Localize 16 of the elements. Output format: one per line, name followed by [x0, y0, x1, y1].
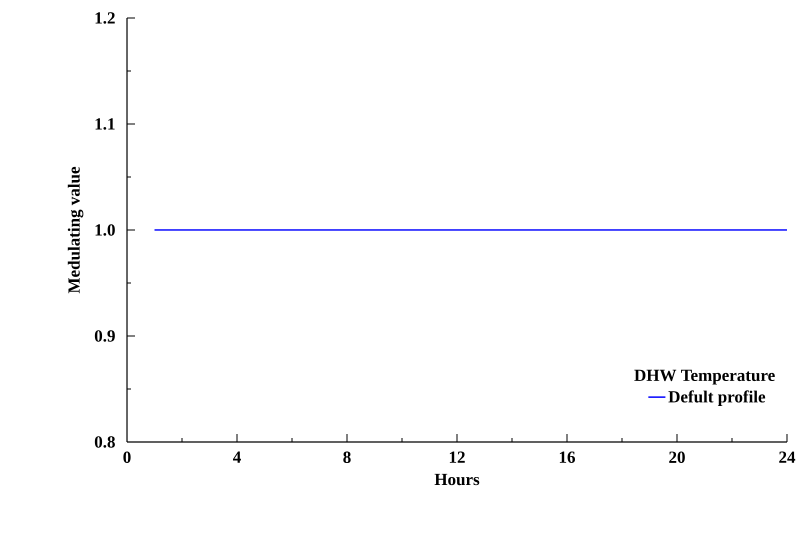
x-tick-label: 0: [123, 452, 131, 463]
y-tick-label: 0.8: [94, 436, 115, 448]
legend-label: Defult profile: [668, 390, 766, 406]
y-tick-label: 1.0: [96, 224, 115, 236]
y-tick-label: 0.9: [94, 330, 115, 342]
y-tick-label: 1.1: [96, 118, 115, 130]
x-tick-label: 20: [669, 452, 685, 463]
x-tick-label: 24: [779, 452, 796, 463]
x-tick-label: 4: [232, 452, 241, 463]
x-tick-label: 12: [450, 452, 465, 463]
x-tick-label: 16: [560, 452, 575, 463]
x-tick-label: 8: [343, 452, 351, 463]
y-tick-label: 1.2: [96, 12, 115, 24]
y-axis-title: Medulating value: [68, 166, 84, 294]
x-axis-title: Hours: [434, 474, 480, 486]
legend-title: DHW Temperature: [634, 370, 775, 385]
